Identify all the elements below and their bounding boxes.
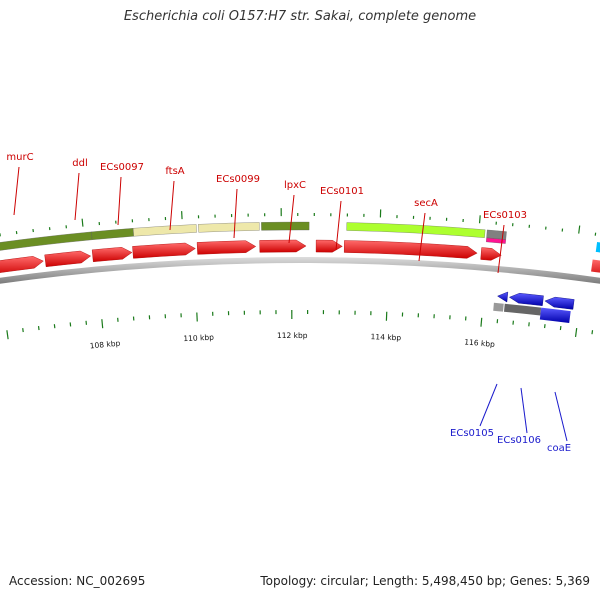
cds-forward-arrow xyxy=(132,242,196,259)
cds-reverse-arrow xyxy=(544,296,575,310)
label-leader-line xyxy=(418,212,426,262)
tick-inner xyxy=(101,319,104,329)
tick-marks xyxy=(0,208,597,340)
reverse-gene-label: ECs0106 xyxy=(497,435,541,446)
forward-gene-label: ECs0101 xyxy=(320,186,364,197)
forward-gene-label: secA xyxy=(414,198,438,209)
reverse-gene-label: ECs0105 xyxy=(450,428,494,439)
cog-segment xyxy=(261,221,310,231)
scale-label: 116 kbp xyxy=(464,337,495,349)
scale-label: 112 kbp xyxy=(277,331,308,340)
forward-gene-label: ECs0099 xyxy=(216,174,260,185)
cds-forward-arrow xyxy=(91,247,133,263)
tick-inner xyxy=(6,330,9,340)
tick-inner xyxy=(574,327,578,338)
label-leader-line xyxy=(479,383,498,427)
genome-summary-text: Topology: circular; Length: 5,498,450 bp… xyxy=(260,574,590,588)
cds-forward-arrow xyxy=(0,256,44,273)
tick-inner xyxy=(22,328,24,333)
cog-segment xyxy=(595,241,600,253)
cds-forward-arrow xyxy=(591,259,600,273)
tick-inner xyxy=(591,330,594,335)
gene-labels: murC ddl ECs0097 ftsA ECs0099 lpxC ECs0101 secA… xyxy=(6,152,571,454)
cds-forward-arrow xyxy=(315,239,343,253)
scale-label: 114 kbp xyxy=(370,332,401,342)
label-leader-line xyxy=(117,176,122,226)
label-leader-line xyxy=(169,180,175,231)
cds-ring xyxy=(0,239,600,310)
forward-gene-label: ECs0103 xyxy=(483,210,527,221)
cds-reverse-arrow xyxy=(508,292,544,306)
cds-forward-arrow xyxy=(343,240,478,259)
map-title: Escherichia coli O157:H7 str. Sakai, com… xyxy=(123,9,477,24)
backbone xyxy=(0,257,600,284)
label-leader-line xyxy=(74,172,80,221)
label-leader-line xyxy=(497,224,505,274)
cog-segment xyxy=(539,307,571,324)
forward-gene-label: ddl xyxy=(72,158,87,169)
cog-segment xyxy=(198,222,260,233)
forward-gene-label: ftsA xyxy=(165,166,184,177)
scale-label: 110 kbp xyxy=(183,333,214,343)
cog-segment xyxy=(493,302,504,312)
label-leader-line xyxy=(520,387,528,434)
cds-reverse-arrow xyxy=(497,291,509,303)
cds-forward-arrow xyxy=(196,240,257,255)
tick-outer xyxy=(81,218,84,227)
cog-segment xyxy=(503,303,542,316)
label-leader-line xyxy=(288,194,295,244)
label-leader-line xyxy=(233,188,238,239)
cog-ring xyxy=(0,221,600,324)
label-leader-line xyxy=(335,200,342,251)
tick-inner xyxy=(480,317,483,327)
cds-forward-arrow xyxy=(259,239,307,253)
forward-gene-label: lpxC xyxy=(284,180,306,191)
forward-gene-label: ECs0097 xyxy=(100,162,144,173)
reverse-gene-label: coaE xyxy=(547,443,571,454)
tick-outer xyxy=(578,225,581,234)
tick-outer xyxy=(478,215,481,224)
label-leader-line xyxy=(13,166,20,216)
accession-text: Accession: NC_002695 xyxy=(9,574,146,588)
scale-label: 108 kbp xyxy=(89,339,121,351)
backbone-ring xyxy=(0,257,600,284)
forward-gene-label: murC xyxy=(6,152,33,163)
cog-segment xyxy=(0,231,93,251)
label-leader-line xyxy=(554,391,568,442)
scale-labels: 108 kbp 110 kbp 112 kbp 114 kbp 116 kbp xyxy=(89,331,495,350)
cog-segment xyxy=(486,237,506,244)
cog-segment xyxy=(91,228,134,240)
cds-forward-arrow xyxy=(44,250,92,268)
cds-forward-arrow xyxy=(480,247,502,261)
cog-segment xyxy=(346,222,486,238)
cog-segment xyxy=(132,224,197,237)
